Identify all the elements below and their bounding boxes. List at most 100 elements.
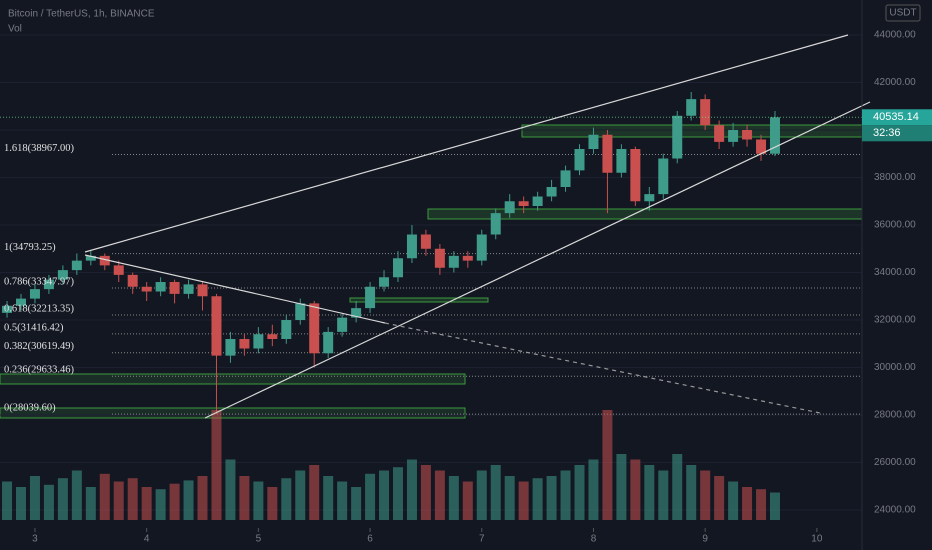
volume-bar <box>462 481 473 520</box>
x-tick-label: 6 <box>367 534 373 545</box>
candle-body <box>630 149 641 202</box>
zone <box>0 373 466 385</box>
candle-body <box>490 213 501 235</box>
volume-bar <box>379 470 390 520</box>
y-tick-label: 28000.00 <box>874 410 916 421</box>
last-price-box <box>862 109 932 126</box>
candle-body <box>532 196 543 207</box>
volume-bar <box>546 476 557 520</box>
y-tick-label: 32000.00 <box>874 315 916 326</box>
candle-body <box>309 303 320 354</box>
candle-body <box>742 130 753 140</box>
candle-body <box>560 170 571 188</box>
candle-body <box>57 270 68 280</box>
volume-bar <box>365 473 376 520</box>
candle-body <box>113 265 124 275</box>
candle-body <box>253 334 264 349</box>
volume-bar <box>756 489 767 520</box>
volume-bar <box>392 467 403 520</box>
candle-body <box>323 331 334 354</box>
zone <box>521 124 863 138</box>
volume-bar <box>448 476 459 520</box>
volume-bar <box>686 465 697 520</box>
volume-bar <box>337 481 348 520</box>
candle-body <box>197 284 208 297</box>
volume-bar <box>504 476 515 520</box>
volume-bar <box>267 487 278 520</box>
fib-label: 1.618(38967.00) <box>4 143 74 154</box>
fib-label: 0.382(30619.49) <box>4 341 74 352</box>
candle-body <box>267 334 278 340</box>
volume-bar <box>742 487 753 520</box>
volume-bar <box>630 459 641 520</box>
candle-body <box>169 282 180 294</box>
candle-body <box>43 279 54 290</box>
volume-label: Vol <box>8 24 22 35</box>
volume-bar <box>476 470 487 520</box>
volume-bar <box>2 481 13 520</box>
candle-body <box>351 308 362 318</box>
volume-bar <box>602 410 613 520</box>
volume-bar <box>560 470 571 520</box>
y-tick-label: 42000.00 <box>874 77 916 88</box>
volume-bar <box>351 487 362 520</box>
trend-line <box>84 254 386 324</box>
volume-bar <box>85 487 96 520</box>
candle-body <box>155 282 166 292</box>
currency[interactable]: USDT <box>889 8 916 19</box>
x-tick-label: 8 <box>591 534 597 545</box>
fib-label: 0.5(31416.42) <box>4 322 64 333</box>
volume-bar <box>29 476 40 520</box>
candle-body <box>686 99 697 116</box>
volume-bar <box>769 492 780 520</box>
volume-bar <box>728 481 739 520</box>
y-tick-label: 30000.00 <box>874 362 916 373</box>
candle-body <box>406 234 417 259</box>
candle-body <box>714 125 725 142</box>
x-tick-label: 5 <box>256 534 262 545</box>
volume-bar <box>420 465 431 520</box>
volume-bar <box>281 478 292 520</box>
volume-bar <box>197 476 208 520</box>
currency-box[interactable] <box>885 4 921 22</box>
candle-body <box>616 149 627 173</box>
volume-bar <box>15 487 26 520</box>
candle-body <box>365 286 376 309</box>
countdown-box <box>862 125 932 142</box>
y-tick-label: 24000.00 <box>874 505 916 516</box>
volume-bar <box>141 487 152 520</box>
volume-bar <box>169 483 180 520</box>
fib-label: 1(34793.25) <box>4 242 56 253</box>
volume-bar <box>672 454 683 520</box>
zone <box>349 297 489 303</box>
candle-body <box>700 99 711 126</box>
candle-body <box>337 317 348 332</box>
candle-body <box>769 117 780 154</box>
candle-body <box>141 286 152 292</box>
y-tick-label: 44000.00 <box>874 30 916 41</box>
volume-bar <box>211 410 222 520</box>
y-tick-label: 36000.00 <box>874 220 916 231</box>
candle-body <box>504 201 515 214</box>
y-tick-label: 34000.00 <box>874 267 916 278</box>
volume-bar <box>644 465 655 520</box>
candle-body <box>29 289 40 299</box>
volume-bar <box>574 465 585 520</box>
fib-label: 0.236(29633.46) <box>4 365 74 376</box>
candle-body <box>574 149 585 171</box>
candle-body <box>672 115 683 159</box>
volume-bar <box>309 465 320 520</box>
volume-bar <box>71 470 82 520</box>
x-tick-label: 7 <box>479 534 485 545</box>
candle-body <box>281 320 292 340</box>
candle-body <box>127 274 138 287</box>
volume-bar <box>700 470 711 520</box>
volume-bar <box>295 470 306 520</box>
candle-body <box>392 258 403 278</box>
y-tick-label: 26000.00 <box>874 457 916 468</box>
trend-lines <box>84 34 871 419</box>
countdown-label: 32:36 <box>873 127 901 139</box>
volume-bar <box>616 454 627 520</box>
volume-bar <box>434 470 445 520</box>
